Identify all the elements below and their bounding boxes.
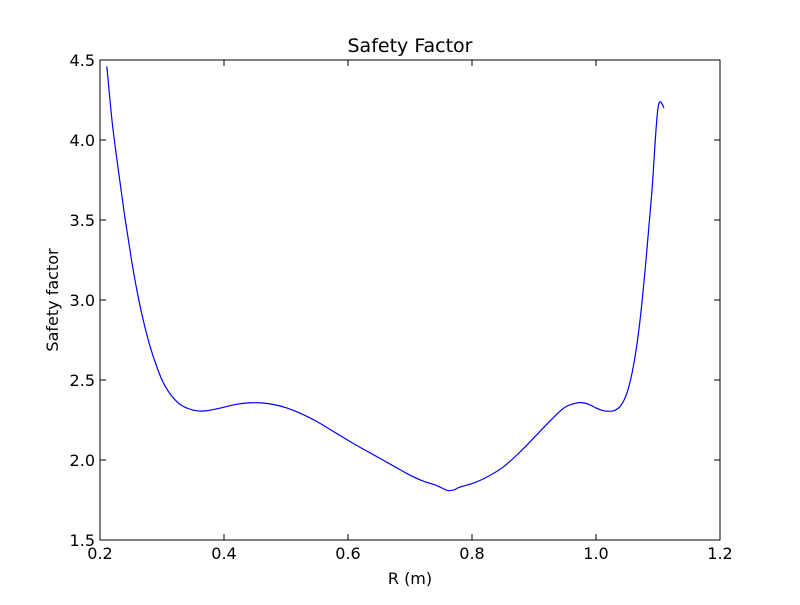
x-tick-label: 0.8 bbox=[459, 544, 484, 563]
plot-area bbox=[106, 66, 665, 492]
x-tick-label: 0.4 bbox=[211, 544, 236, 563]
plot-frame bbox=[99, 59, 721, 541]
x-tick-label: 1.0 bbox=[583, 544, 608, 563]
y-tick-label: 1.5 bbox=[70, 531, 95, 550]
x-tick-label: 1.2 bbox=[707, 544, 732, 563]
x-axis-label: R (m) bbox=[388, 569, 432, 588]
y-axis-label: Safety factor bbox=[43, 248, 62, 352]
y-tick-label: 4.5 bbox=[70, 51, 95, 70]
y-tick-label: 3.0 bbox=[70, 291, 95, 310]
series-line bbox=[106, 66, 665, 492]
x-axis: 0.2 0.4 0.6 0.8 1.0 1.2 bbox=[87, 60, 733, 563]
x-tick-label: 0.2 bbox=[87, 544, 112, 563]
y-tick-label: 3.5 bbox=[70, 211, 95, 230]
y-tick-label: 2.0 bbox=[70, 451, 95, 470]
chart-title: Safety Factor bbox=[348, 35, 473, 57]
x-tick-label: 0.6 bbox=[335, 544, 360, 563]
y-tick-label: 2.5 bbox=[70, 371, 95, 390]
y-axis: 1.5 2.0 2.5 3.0 3.5 4.0 4.5 bbox=[70, 51, 720, 550]
y-tick-label: 4.0 bbox=[70, 131, 95, 150]
